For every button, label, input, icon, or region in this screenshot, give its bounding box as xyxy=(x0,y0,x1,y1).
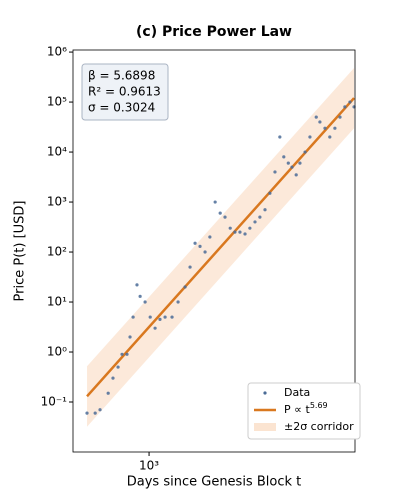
data-point xyxy=(208,235,212,239)
data-point xyxy=(158,317,162,321)
legend-label: ±2σ corridor xyxy=(284,420,354,433)
data-point xyxy=(143,300,147,304)
data-point xyxy=(116,365,120,369)
stats-text: R² = 0.9613 xyxy=(88,85,161,99)
data-point xyxy=(223,215,227,219)
data-point xyxy=(170,315,174,319)
data-point xyxy=(238,230,242,234)
stats-text: β = 5.6898 xyxy=(88,69,155,83)
chart-title: (c) Price Power Law xyxy=(136,24,292,40)
data-point xyxy=(203,250,207,254)
data-point xyxy=(314,115,318,119)
data-point xyxy=(128,335,132,339)
data-point xyxy=(85,411,89,415)
stats-text: σ = 0.3024 xyxy=(88,101,155,115)
data-point xyxy=(318,120,322,124)
data-point xyxy=(106,391,110,395)
data-point xyxy=(282,155,286,159)
data-point xyxy=(135,283,139,287)
y-tick-label: 10² xyxy=(47,245,67,259)
data-point xyxy=(193,241,197,245)
data-point xyxy=(258,215,262,219)
data-point xyxy=(278,135,282,139)
data-point xyxy=(286,161,290,165)
y-tick-label: 10⁰ xyxy=(47,345,67,359)
data-point xyxy=(308,135,312,139)
data-point xyxy=(176,300,180,304)
data-point xyxy=(218,211,222,215)
data-point xyxy=(183,285,187,289)
data-point xyxy=(120,352,124,356)
y-tick-label: 10³ xyxy=(47,195,67,209)
x-tick-label: 10³ xyxy=(139,459,159,473)
legend-marker xyxy=(254,423,276,431)
legend-label: Data xyxy=(284,386,310,399)
data-point xyxy=(298,161,302,165)
data-point xyxy=(198,244,202,248)
y-axis-label: Price P(t) [USD] xyxy=(13,201,28,302)
x-axis-label: Days since Genesis Block t xyxy=(127,475,301,490)
fit-line xyxy=(86,97,355,398)
data-point xyxy=(338,115,342,119)
data-point xyxy=(348,100,352,104)
data-point xyxy=(290,165,294,169)
y-tick-label: 10¹ xyxy=(47,295,67,309)
data-point xyxy=(228,226,232,230)
data-point xyxy=(138,294,142,298)
data-point xyxy=(268,191,272,195)
data-point xyxy=(153,326,157,330)
data-point xyxy=(343,105,347,109)
data-point xyxy=(263,208,267,212)
legend-marker xyxy=(263,391,267,395)
data-point xyxy=(188,265,192,269)
data-point xyxy=(243,232,247,236)
data-point xyxy=(93,411,97,415)
data-point xyxy=(163,315,167,319)
data-point xyxy=(294,173,298,177)
y-tick-label: 10⁵ xyxy=(47,95,67,109)
data-point xyxy=(333,126,337,130)
stats-box xyxy=(81,63,169,121)
y-tick-label: 10⁻¹ xyxy=(41,395,68,409)
data-point xyxy=(303,150,307,154)
plot-frame xyxy=(72,49,356,453)
data-point xyxy=(213,200,217,204)
y-tick-label: 10⁴ xyxy=(47,145,67,159)
data-point xyxy=(253,220,257,224)
data-point xyxy=(125,352,129,356)
y-tick-label: 10⁶ xyxy=(47,45,67,59)
data-point xyxy=(98,408,102,412)
data-point xyxy=(233,230,237,234)
data-point xyxy=(323,126,327,130)
data-point xyxy=(111,376,115,380)
data-point xyxy=(273,170,277,174)
data-point xyxy=(131,315,135,319)
data-point xyxy=(148,315,152,319)
data-point xyxy=(248,226,252,230)
data-point xyxy=(328,135,332,139)
